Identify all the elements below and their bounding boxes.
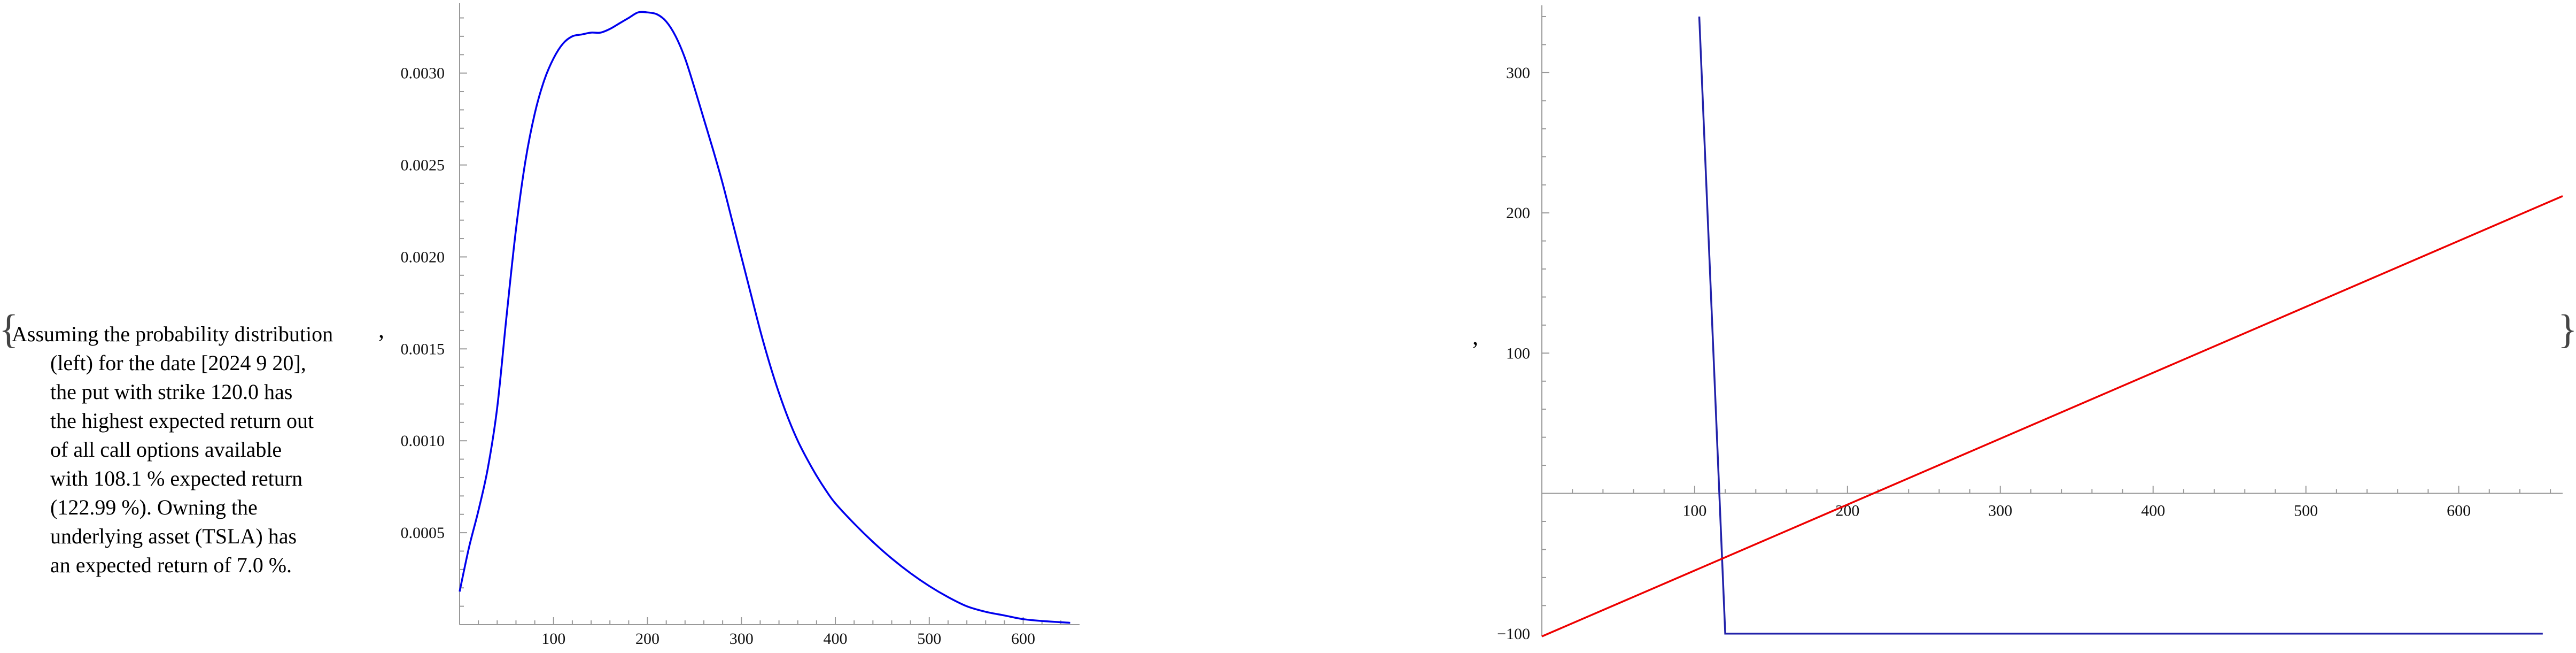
- summary-line: Assuming the probability distribution: [12, 322, 333, 346]
- summary-line: an expected return of 7.0 %.: [50, 553, 292, 577]
- x-tick-label: 600: [1011, 630, 1035, 648]
- y-tick-label: 0.0025: [401, 157, 445, 174]
- y-tick-label: 0.0030: [401, 65, 445, 82]
- x-tick-label: 200: [635, 630, 659, 648]
- summary-line: (left) for the date [2024 9 20],: [50, 351, 306, 375]
- x-tick-label: 500: [2294, 502, 2318, 520]
- x-tick-label: 100: [541, 630, 565, 648]
- x-tick-label: 500: [917, 630, 941, 648]
- put-return-line: [1698, 16, 2543, 635]
- y-tick-label: 300: [1506, 64, 1530, 82]
- summary-line: the put with strike 120.0 has: [50, 380, 293, 404]
- x-tick-label: 400: [2141, 502, 2165, 520]
- summary-line: the highest expected return out: [50, 409, 314, 433]
- y-tick-label: 0.0005: [401, 524, 445, 542]
- open-brace: {: [0, 307, 19, 352]
- list-separator: ,: [1472, 324, 1478, 350]
- y-tick-label: 0.0010: [401, 432, 445, 450]
- y-tick-label: 200: [1506, 204, 1530, 222]
- y-tick-label: 0.0015: [401, 340, 445, 358]
- y-tick-label: −100: [1497, 625, 1530, 643]
- density-curve: [459, 11, 1070, 624]
- x-tick-label: 600: [2447, 502, 2471, 520]
- summary-line: of all call options available: [50, 437, 282, 462]
- expected-return-summary: Assuming the probability distribution (l…: [12, 320, 375, 580]
- y-tick-label: 100: [1506, 344, 1530, 362]
- probability-distribution-chart: 100 200 300 400 500 600 0.0005 0.0010 0.0015 0.00…: [401, 3, 1080, 648]
- close-brace: }: [2558, 307, 2576, 352]
- summary-line: with 108.1 % expected return: [50, 466, 303, 490]
- summary-line: (122.99 %). Owning the: [50, 495, 258, 519]
- x-tick-label: 300: [1988, 502, 2012, 520]
- x-tick-label: 400: [824, 630, 848, 648]
- x-tick-label: 300: [730, 630, 754, 648]
- list-separator: ,: [378, 317, 384, 343]
- y-tick-label: 0.0020: [401, 248, 445, 266]
- asset-return-line: [1541, 195, 2563, 637]
- summary-line: underlying asset (TSLA) has: [50, 524, 297, 548]
- x-tick-label: 100: [1682, 502, 1706, 520]
